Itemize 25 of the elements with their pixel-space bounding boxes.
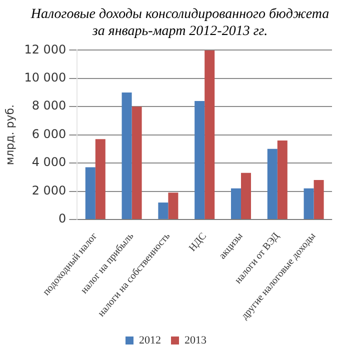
chart-title: Налоговые доходы консолидированного бюджета за январь-март 2012-2013 гг. <box>30 6 330 40</box>
bar <box>230 188 241 219</box>
y-tick-label: 12 000 <box>24 42 66 56</box>
bar <box>240 172 252 219</box>
bar <box>95 139 106 219</box>
bar <box>204 50 215 219</box>
bar <box>267 148 278 219</box>
bar <box>122 92 132 219</box>
y-axis-title: млрд. руб. <box>3 104 16 166</box>
bar <box>158 202 168 219</box>
bar <box>168 192 178 219</box>
bar <box>314 180 324 219</box>
y-tick-label: 10 000 <box>24 70 66 85</box>
bar <box>132 106 142 219</box>
bar <box>85 167 96 219</box>
bar <box>194 100 205 219</box>
bar <box>277 140 288 219</box>
y-tick-label: 4 000 <box>32 155 66 170</box>
bar <box>304 188 314 219</box>
legend-label: 2012 <box>139 334 161 346</box>
y-tick-label: 8 000 <box>32 98 66 113</box>
y-tick-label: 0 <box>58 212 66 226</box>
legend-label: 2013 <box>184 334 207 346</box>
y-tick-label: 6 000 <box>32 126 66 141</box>
y-tick-label: 2 000 <box>32 183 66 198</box>
